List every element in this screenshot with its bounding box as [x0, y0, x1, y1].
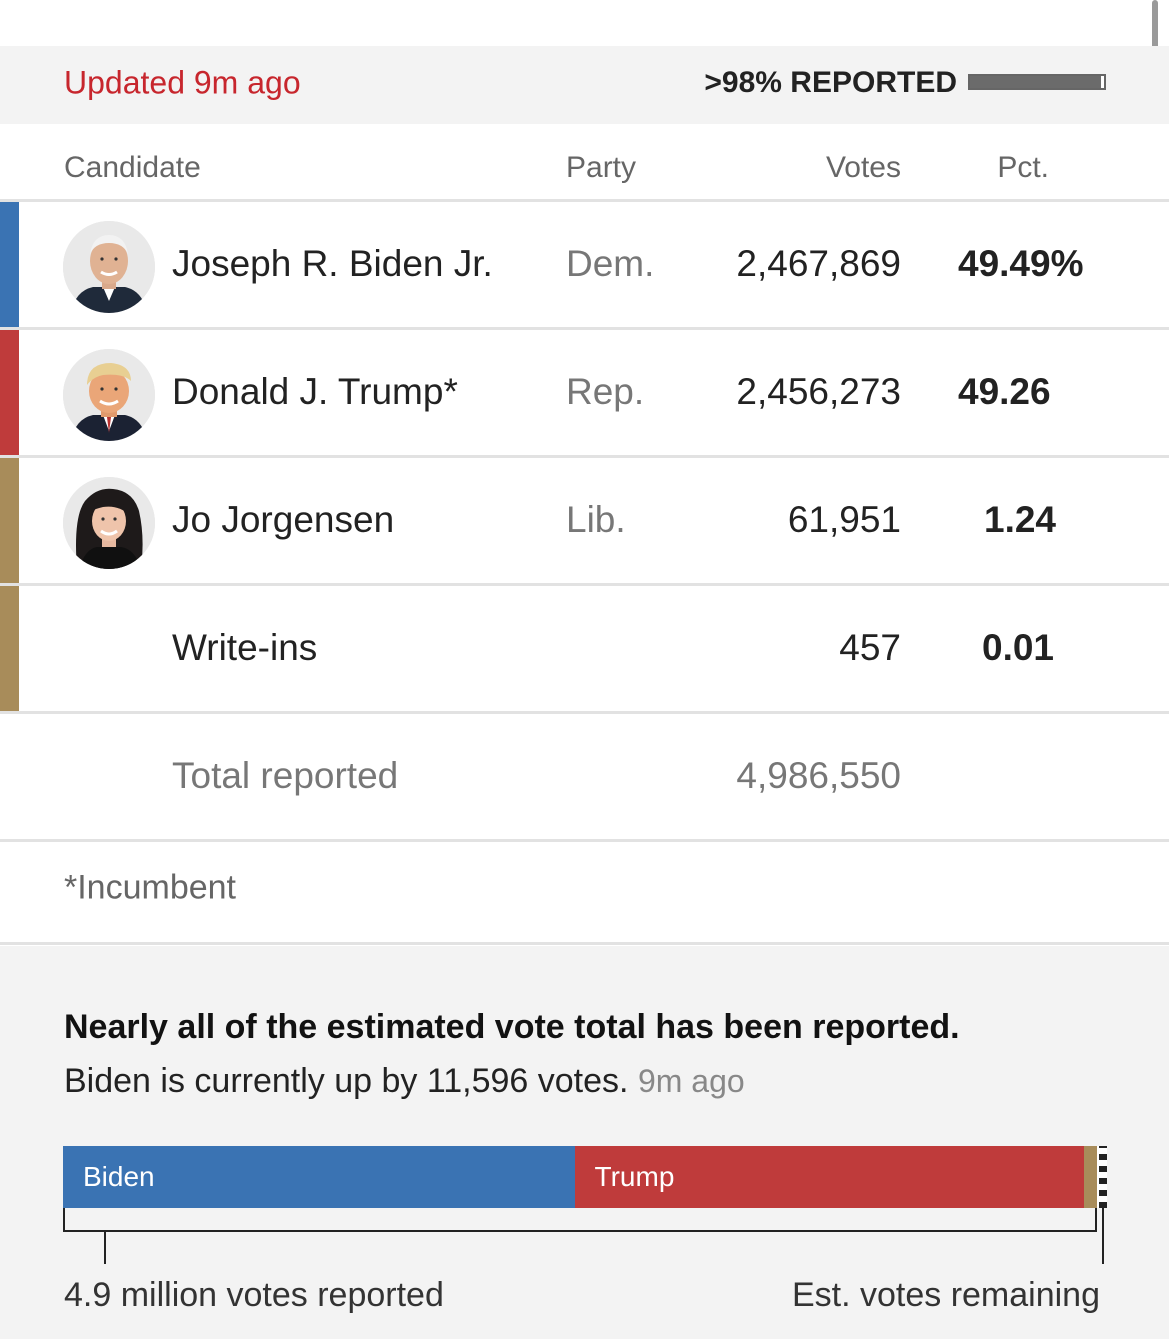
incumbent-note: *Incumbent: [64, 868, 236, 907]
results-table-header: Candidate Party Votes Pct.: [0, 124, 1169, 202]
reported-tick: [104, 1232, 106, 1264]
updated-timestamp: Updated 9m ago: [64, 64, 301, 101]
candidate-votes: 61,951: [787, 499, 901, 540]
candidate-pct: 1.24: [984, 499, 1057, 540]
header-party: Party: [566, 151, 637, 184]
top-spacer: [0, 0, 1169, 46]
status-bar: Updated 9m ago >98% REPORTED: [0, 46, 1169, 124]
candidate-votes: 2,467,869: [736, 243, 901, 284]
candidate-pct: 0.01: [982, 627, 1055, 668]
party-color-bar: [0, 586, 19, 711]
reported-percentage: >98% REPORTED: [704, 66, 957, 99]
candidate-party: Lib.: [566, 499, 626, 540]
jorgensen-photo-icon: [63, 477, 155, 569]
table-row: Write-ins 457 0.01: [0, 586, 1169, 714]
table-row: Joseph R. Biden Jr. Dem. 2,467,869 49.49…: [0, 202, 1169, 330]
candidate-name: Donald J. Trump*: [172, 371, 458, 412]
biden-vote-segment: Biden: [63, 1146, 575, 1208]
candidate-votes: 457: [839, 627, 901, 668]
vote-summary-panel: Nearly all of the estimated vote total h…: [0, 946, 1169, 1339]
party-color-bar: [0, 330, 19, 455]
trump-segment-label: Trump: [594, 1161, 675, 1192]
avatar: [63, 349, 155, 441]
votes-reported-label: 4.9 million votes reported: [64, 1276, 444, 1314]
avatar: [63, 477, 155, 569]
votes-remaining-label: Est. votes remaining: [791, 1276, 1100, 1314]
candidate-party: Rep.: [566, 371, 645, 412]
table-row: Donald J. Trump* Rep. 2,456,273 49.26: [0, 330, 1169, 458]
candidate-party: Dem.: [566, 243, 655, 284]
party-color-bar: [0, 202, 19, 327]
footnote: *Incumbent: [0, 842, 1169, 945]
summary-subline: Biden is currently up by 11,596 votes. 9…: [64, 1062, 745, 1101]
header-pct: Pct.: [997, 151, 1049, 184]
candidate-pct: 49.26: [958, 371, 1051, 412]
table-row: Jo Jorgensen Lib. 61,951 1.24: [0, 458, 1169, 586]
remaining-vote-segment: [1096, 1146, 1107, 1208]
summary-timestamp: 9m ago: [637, 1063, 745, 1099]
candidate-name: Jo Jorgensen: [172, 499, 395, 540]
other-vote-segment: [1084, 1146, 1097, 1208]
biden-photo-icon: [63, 221, 155, 313]
biden-segment-label: Biden: [83, 1161, 155, 1192]
header-votes: Votes: [825, 151, 901, 184]
trump-vote-segment: Trump: [574, 1146, 1085, 1208]
trump-photo-icon: [63, 349, 155, 441]
estimated-vote-bar: Biden Trump: [63, 1146, 1107, 1208]
lead-text: Biden is currently up by 11,596 votes.: [64, 1062, 629, 1100]
summary-headline: Nearly all of the estimated vote total h…: [64, 1008, 960, 1046]
party-color-bar: [0, 458, 19, 583]
total-label: Total reported: [172, 755, 399, 796]
candidate-name: Write-ins: [172, 627, 318, 668]
candidate-name: Joseph R. Biden Jr.: [172, 243, 493, 284]
remaining-tick: [1102, 1208, 1104, 1264]
total-row: Total reported 4,986,550: [0, 714, 1169, 842]
header-candidate: Candidate: [64, 151, 201, 184]
candidate-votes: 2,456,273: [736, 371, 901, 412]
candidate-pct: 49.49%: [958, 243, 1084, 284]
reported-progress-bar: [968, 74, 1106, 90]
total-votes: 4,986,550: [736, 755, 901, 796]
reported-progress-fill: [970, 76, 1102, 88]
avatar: [63, 221, 155, 313]
reported-bracket: [63, 1208, 1097, 1232]
